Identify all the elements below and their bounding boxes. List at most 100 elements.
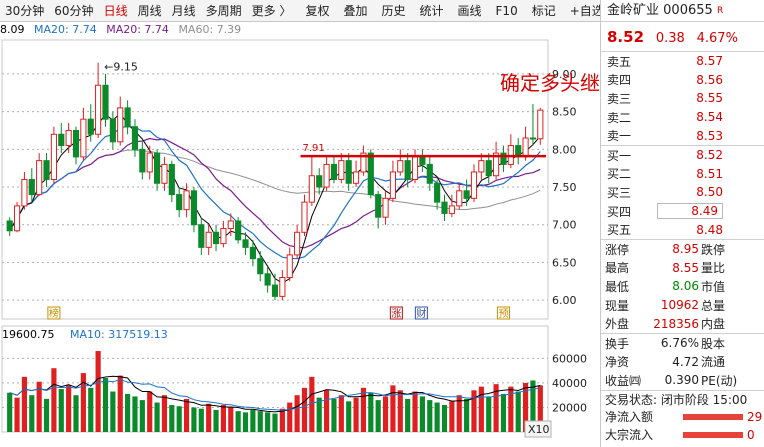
volume-bar [309,376,315,432]
toolbar-item-11[interactable]: 画线 [457,3,482,18]
orderbook-price: 8.52 [696,148,723,163]
volume-bar [36,381,42,432]
volume-bar [500,393,507,432]
candle-body [323,163,330,188]
candle-body [146,152,153,173]
orderbook-price: 8.54 [696,110,723,125]
toolbar-item-7[interactable]: 复权 [305,3,330,18]
stat-value: 8.95 [672,242,699,257]
candle-body [95,84,102,135]
toolbar-item-6[interactable]: 更多 〉 [251,3,292,18]
candle-body [478,160,485,173]
candle-body [154,152,161,184]
volume-bar [117,375,123,432]
toolbar-item-0[interactable]: 30分钟 [5,3,45,18]
ma5-value: 8.09 [0,23,25,36]
candle-body [161,163,168,184]
flow-bar [683,413,744,420]
volume-bar [125,393,131,432]
volume-bar [176,406,182,432]
volume-bar [530,380,536,432]
orderbook-price: 8.57 [696,54,723,69]
toolbar-item-12[interactable]: F10 [495,3,518,18]
candle-body [404,160,411,181]
toolbar-item-9[interactable]: 历史 [381,3,406,18]
toolbar-item-5[interactable]: 多周期 [205,3,242,18]
stat-label: 换手 [605,336,630,351]
toolbar-item-2[interactable]: 日线 [103,3,128,18]
volume-bar [228,407,234,432]
candle-body [448,205,455,214]
quote-panel: 金岭矿业 000655 R 8.52 0.38 4.67% 卖五 8.57 卖四 8.… [600,0,764,447]
stat-value: 8.55 [672,260,699,275]
volume-ma10-label: MA10: 317519.13 [70,328,168,341]
toolbar-item-13[interactable]: 标记 [531,3,556,18]
toolbar-item-4[interactable]: 月线 [171,3,196,18]
ma20b-label: MA20: 7.74 [106,23,169,36]
volume-bar [250,409,256,432]
volume-bar [537,385,543,432]
event-marker-0: 榜 [49,307,59,320]
toolbar-item-3[interactable]: 周线 [137,3,162,18]
candle-body [308,175,315,203]
volume-bar [88,387,94,432]
volume-bar [51,368,57,432]
volume-bar [14,397,20,432]
candle-body [58,133,65,147]
candle-body [235,220,242,241]
volume-bar [220,405,226,432]
stock-code: 000655 [663,3,713,18]
candle-body [470,171,478,199]
kline-chart[interactable]: 9.00 8.50 8.00 7.50 7.00 6.50 6.00 60000 40000 20… [0,22,600,447]
candle-body [279,277,286,297]
volume-bar [382,396,389,432]
orderbook-row: 买三 8.50 [601,183,764,202]
volume-bar [331,398,337,432]
volume-bar [73,395,79,432]
volume-bar [95,351,101,432]
candle-body [389,171,396,199]
orderbook-row: 买二 8.51 [601,165,764,184]
toolbar-item-1[interactable]: 60分钟 [54,3,94,18]
candle-body [198,224,205,248]
toolbar-item-8[interactable]: 叠加 [343,3,368,18]
stat-value: 10962 [660,298,699,313]
candle-body [338,160,345,181]
stat-row: 收益㈣ 0.390 PE(动) [601,371,764,390]
ma20b-line [9,137,541,249]
volume-ma10-line [9,378,541,411]
candle-body [109,118,116,143]
volume-bar [29,395,35,432]
volume-bar [464,398,470,432]
orderbook-level: 卖三 [607,91,632,106]
candle-body [43,160,50,181]
volume-bar [346,401,352,432]
volume-bar [515,391,521,432]
stat-row: 涨停 8.95 跌停 [601,240,764,259]
event-marker-box [389,306,403,320]
toolbar-item-14[interactable]: +自选 [569,3,600,18]
candle-body [102,84,109,120]
stat-label: 最低 [605,279,630,294]
toolbar-item-10[interactable]: 统计 [419,3,444,18]
volume-bar [419,396,425,432]
orderbook-row: 卖五 8.57 [601,52,764,71]
volume-bar [80,373,86,432]
fundamentals-block: 换手 6.76% 股本 净资 4.72 流通 收益㈣ 0.390 PE(动) [601,332,764,390]
ma-legend: 8.09 MA20: 7.74 MA20: 7.74 MA60: 7.39 [0,23,548,37]
flow-bar [683,431,744,438]
ma60-label: MA60: 7.39 [178,23,242,36]
price-tick-label: 6.50 [552,256,577,269]
orderbook-row: 卖三 8.55 [601,89,764,108]
orderbook-level: 买一 [607,148,632,163]
high-price-label: ←9.15 [104,61,138,74]
candle-body [330,163,338,180]
orderbook-price: 8.50 [696,185,723,200]
event-marker-2: 财 [416,307,426,320]
candle-body [286,254,293,279]
orderbook-price: 8.51 [696,166,723,181]
volume-bar [272,413,278,432]
stat-label: 收益㈣ [605,373,642,388]
trade-status: 交易状态: 闭市阶段 15:00 [601,389,764,408]
